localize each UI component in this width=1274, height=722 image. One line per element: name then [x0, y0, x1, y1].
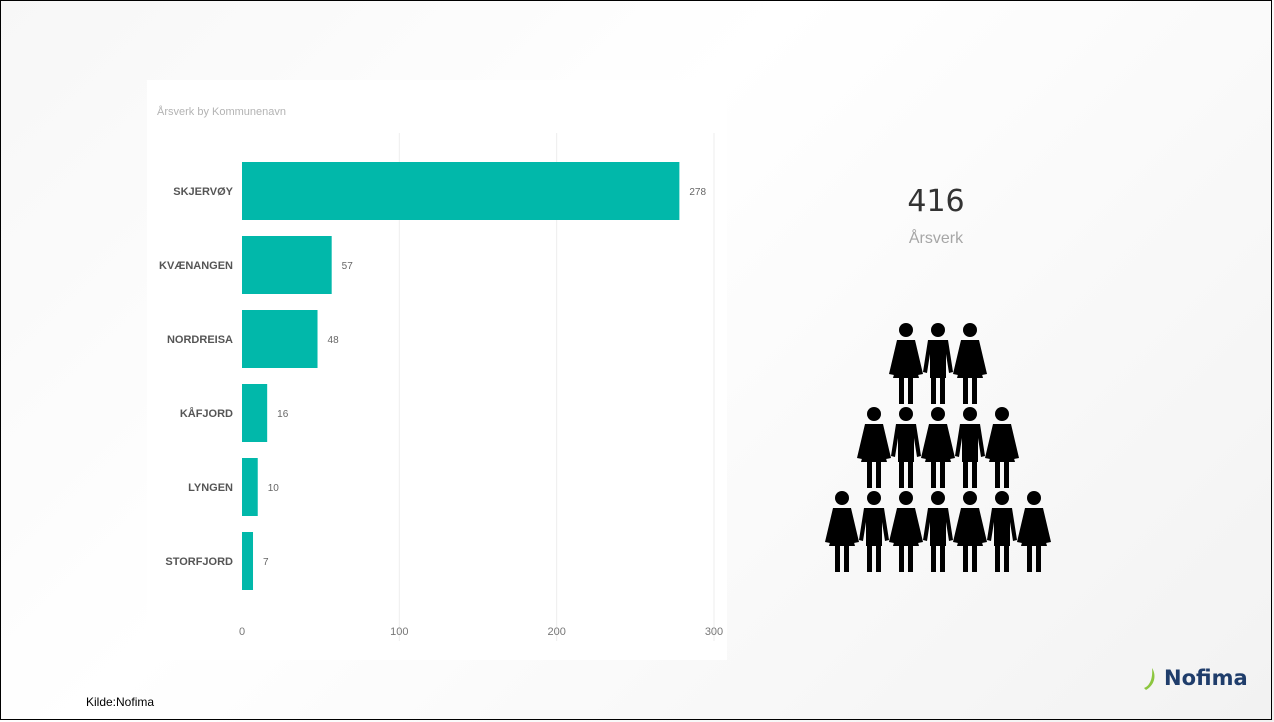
x-tick-label: 0	[239, 626, 245, 638]
category-label: STORFJORD	[165, 556, 233, 568]
category-label: SKJERVØY	[173, 186, 233, 198]
data-label: 48	[328, 335, 340, 346]
bar-chart: 0 100 200 300 SKJERVØY 278 KVÆNANGEN 57 NORDREIS…	[159, 133, 723, 641]
data-label: 57	[342, 261, 354, 272]
bar-5[interactable]	[242, 532, 254, 590]
bar-chart-panel: 0 100 200 300 SKJERVØY 278 KVÆNANGEN 57 NORDREIS…	[147, 80, 727, 660]
kpi-value: 416	[907, 184, 965, 219]
nofima-mark-icon	[1144, 668, 1155, 690]
chart-title: Årsverk by Kommunenavn	[157, 106, 286, 118]
man-icon	[891, 407, 921, 488]
woman-icon	[985, 407, 1019, 488]
bar-1[interactable]	[242, 236, 332, 294]
data-label: 10	[268, 483, 280, 494]
woman-icon	[825, 491, 859, 572]
woman-icon	[953, 491, 987, 572]
man-icon	[923, 491, 953, 572]
bar-3[interactable]	[242, 384, 268, 442]
bar-2[interactable]	[242, 310, 318, 368]
data-label: 278	[689, 187, 706, 198]
man-icon	[859, 491, 889, 572]
woman-icon	[1017, 491, 1051, 572]
woman-icon	[889, 323, 923, 404]
man-icon	[923, 323, 953, 404]
data-label: 16	[277, 409, 289, 420]
woman-icon	[953, 323, 987, 404]
nofima-logo: Nofima	[1140, 664, 1248, 692]
x-tick-label: 200	[547, 626, 565, 638]
bar-4[interactable]	[242, 458, 258, 516]
category-label: KÅFJORD	[180, 407, 233, 420]
woman-icon	[921, 407, 955, 488]
category-label: NORDREISA	[167, 334, 233, 346]
man-icon	[955, 407, 985, 488]
data-label: 7	[263, 557, 269, 568]
logo-text: Nofima	[1164, 666, 1248, 690]
bar-0[interactable]	[242, 162, 680, 220]
man-icon	[987, 491, 1017, 572]
people-pyramid-icon	[825, 323, 1051, 572]
woman-icon	[889, 491, 923, 572]
kpi-label: Årsverk	[908, 230, 964, 247]
source-note: Kilde:Nofima	[86, 695, 155, 709]
category-label: LYNGEN	[188, 482, 233, 494]
category-label: KVÆNANGEN	[159, 260, 233, 272]
woman-icon	[857, 407, 891, 488]
x-tick-label: 300	[705, 626, 723, 638]
x-tick-label: 100	[390, 626, 408, 638]
